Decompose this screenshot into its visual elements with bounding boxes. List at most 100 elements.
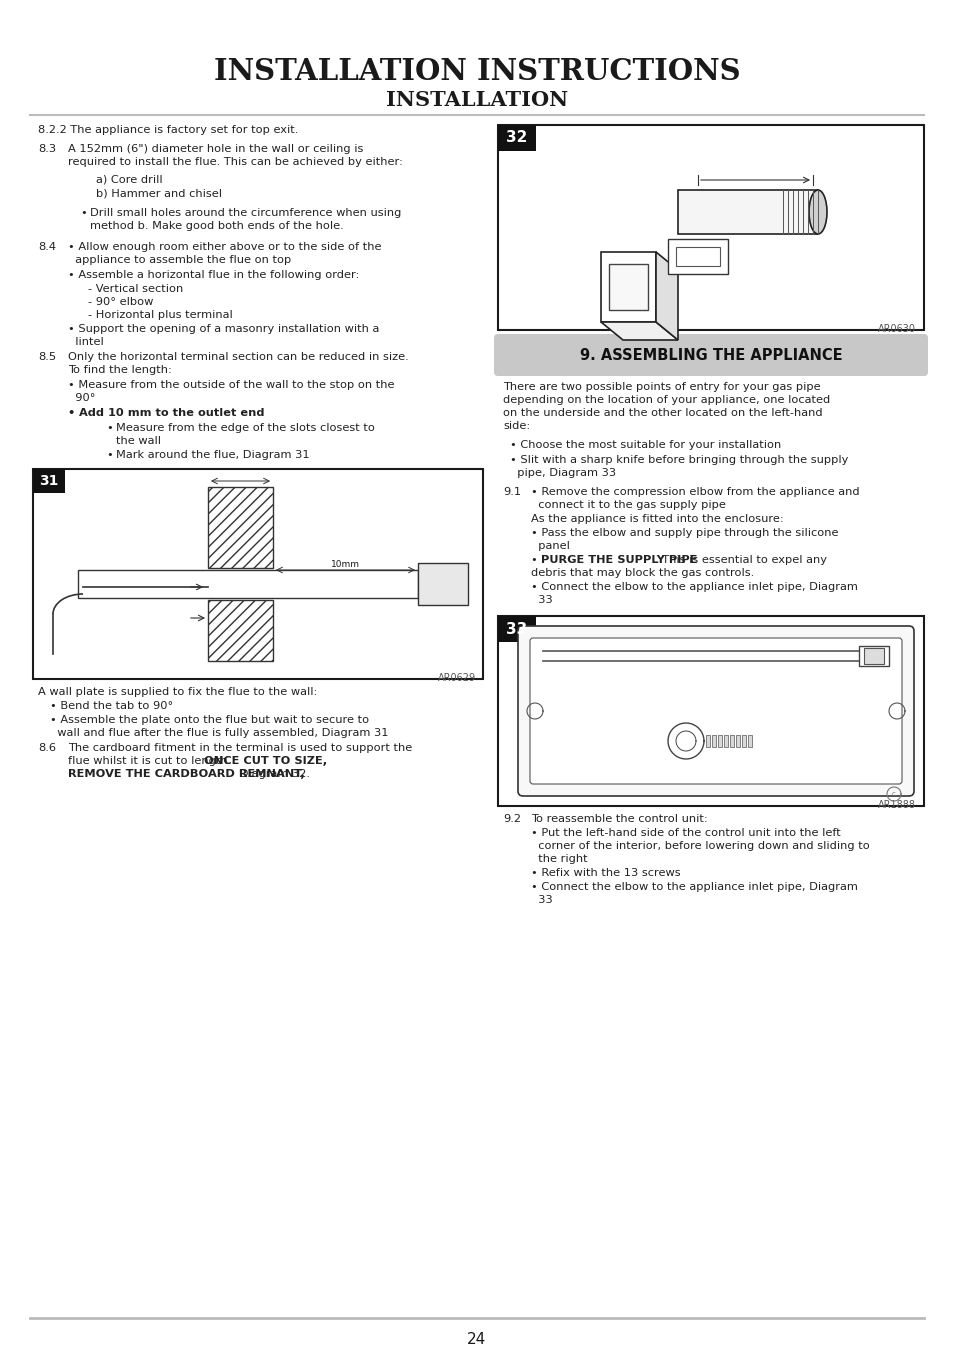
Text: 33: 33 [531, 595, 552, 605]
Text: lintel: lintel [68, 338, 104, 347]
Text: • Assemble a horizontal flue in the following order:: • Assemble a horizontal flue in the foll… [68, 270, 359, 279]
Text: 8.2.2 The appliance is factory set for top exit.: 8.2.2 The appliance is factory set for t… [38, 126, 298, 135]
Text: Diagram 32.: Diagram 32. [235, 769, 310, 779]
Bar [497, 126, 536, 151]
Text: • Assemble the plate onto the flue but wait to secure to: • Assemble the plate onto the flue but w… [50, 716, 369, 725]
Bar [711, 734, 716, 747]
Text: • Pass the elbow and supply pipe through the silicone: • Pass the elbow and supply pipe through… [531, 528, 838, 539]
Text: 8.6: 8.6 [38, 743, 56, 753]
Bar [208, 487, 273, 568]
Text: required to install the flue. This can be achieved by either:: required to install the flue. This can b… [68, 157, 402, 167]
Text: •: • [106, 423, 112, 433]
Text: 90°: 90° [68, 393, 95, 404]
Text: - 90° elbow: - 90° elbow [88, 297, 153, 306]
Text: • Put the left-hand side of the control unit into the left: • Put the left-hand side of the control … [531, 828, 840, 838]
Bar [863, 648, 883, 664]
Bar [78, 570, 417, 598]
Text: the right: the right [531, 855, 587, 864]
Text: - Vertical section: - Vertical section [88, 284, 183, 294]
Ellipse shape [808, 190, 826, 234]
Polygon shape [600, 323, 678, 340]
Bar [729, 734, 733, 747]
FancyBboxPatch shape [494, 333, 927, 377]
Text: flue whilst it is cut to length.: flue whilst it is cut to length. [68, 756, 234, 765]
Polygon shape [656, 252, 678, 340]
Text: depending on the location of your appliance, one located: depending on the location of your applia… [502, 396, 829, 405]
Bar [667, 239, 727, 274]
Text: INSTALLATION INSTRUCTIONS: INSTALLATION INSTRUCTIONS [213, 58, 740, 86]
Text: INSTALLATION: INSTALLATION [385, 90, 568, 109]
Text: 9.2: 9.2 [502, 814, 520, 824]
Text: 31: 31 [39, 474, 59, 487]
Text: • Connect the elbow to the appliance inlet pipe, Diagram: • Connect the elbow to the appliance inl… [531, 582, 857, 593]
Text: To find the length:: To find the length: [68, 364, 172, 375]
Text: 9.1: 9.1 [502, 487, 520, 497]
Text: debris that may block the gas controls.: debris that may block the gas controls. [531, 568, 754, 578]
Bar [600, 252, 656, 323]
Bar [741, 734, 745, 747]
Bar [676, 247, 720, 266]
FancyBboxPatch shape [517, 626, 913, 796]
Text: • Allow enough room either above or to the side of the: • Allow enough room either above or to t… [68, 242, 381, 252]
Text: As the appliance is fitted into the enclosure:: As the appliance is fitted into the encl… [531, 514, 783, 524]
Text: •: • [531, 555, 540, 566]
Text: 33: 33 [531, 895, 552, 905]
Text: • Remove the compression elbow from the appliance and: • Remove the compression elbow from the … [531, 487, 859, 497]
Bar [608, 265, 647, 310]
Bar [718, 734, 721, 747]
Text: 8.5: 8.5 [38, 352, 56, 362]
Text: A 152mm (6") diameter hole in the wall or ceiling is: A 152mm (6") diameter hole in the wall o… [68, 144, 363, 154]
Bar [735, 734, 740, 747]
Text: 10mm: 10mm [330, 560, 359, 568]
Text: Add 10 mm to the outlet end: Add 10 mm to the outlet end [79, 408, 264, 418]
Text: AR0630: AR0630 [877, 324, 915, 333]
Bar [858, 647, 888, 666]
Text: • Measure from the outside of the wall to the stop on the: • Measure from the outside of the wall t… [68, 379, 395, 390]
Text: a) Core drill: a) Core drill [96, 174, 162, 184]
Text: • Refix with the 13 screws: • Refix with the 13 screws [531, 868, 679, 878]
Text: 9. ASSEMBLING THE APPLIANCE: 9. ASSEMBLING THE APPLIANCE [579, 347, 841, 363]
Text: REMOVE THE CARDBOARD REMNANT,: REMOVE THE CARDBOARD REMNANT, [68, 769, 305, 779]
Text: PURGE THE SUPPLY PIPE: PURGE THE SUPPLY PIPE [540, 555, 697, 566]
Text: appliance to assemble the flue on top: appliance to assemble the flue on top [68, 255, 291, 265]
Text: Drill small holes around the circumference when using: Drill small holes around the circumferen… [90, 208, 401, 217]
Bar [497, 616, 536, 643]
Text: • Support the opening of a masonry installation with a: • Support the opening of a masonry insta… [68, 324, 379, 333]
Text: 8.3: 8.3 [38, 144, 56, 154]
Text: A wall plate is supplied to fix the flue to the wall:: A wall plate is supplied to fix the flue… [38, 687, 317, 697]
Text: 33: 33 [506, 621, 527, 636]
Text: There are two possible points of entry for your gas pipe: There are two possible points of entry f… [502, 382, 820, 391]
Text: - Horizontal plus terminal: - Horizontal plus terminal [88, 310, 233, 320]
Bar [33, 468, 482, 679]
Bar [705, 734, 709, 747]
Text: •: • [80, 208, 87, 217]
Text: • Choose the most suitable for your installation: • Choose the most suitable for your inst… [510, 440, 781, 450]
Bar [417, 563, 468, 605]
Text: Mark around the flue, Diagram 31: Mark around the flue, Diagram 31 [116, 450, 310, 460]
Text: AR1888: AR1888 [877, 801, 915, 810]
Text: Measure from the edge of the slots closest to: Measure from the edge of the slots close… [116, 423, 375, 433]
Bar [747, 734, 751, 747]
Text: connect it to the gas supply pipe: connect it to the gas supply pipe [531, 500, 725, 510]
Text: AR0629: AR0629 [437, 674, 476, 683]
Text: The cardboard fitment in the terminal is used to support the: The cardboard fitment in the terminal is… [68, 743, 412, 753]
Bar [723, 734, 727, 747]
Bar [497, 616, 923, 806]
Text: 8.4: 8.4 [38, 242, 56, 252]
Text: •: • [68, 408, 79, 418]
Text: Only the horizontal terminal section can be reduced in size.: Only the horizontal terminal section can… [68, 352, 408, 362]
Text: 32: 32 [506, 131, 527, 146]
Text: • Slit with a sharp knife before bringing through the supply: • Slit with a sharp knife before bringin… [510, 455, 847, 464]
Text: pipe, Diagram 33: pipe, Diagram 33 [510, 468, 616, 478]
Text: ONCE CUT TO SIZE,: ONCE CUT TO SIZE, [68, 756, 327, 765]
Bar [33, 468, 65, 493]
Text: c: c [891, 791, 895, 796]
Text: panel: panel [531, 541, 569, 551]
FancyBboxPatch shape [530, 639, 901, 784]
Text: •: • [106, 450, 112, 460]
Text: To reassemble the control unit:: To reassemble the control unit: [531, 814, 707, 824]
Text: corner of the interior, before lowering down and sliding to: corner of the interior, before lowering … [531, 841, 869, 850]
Text: the wall: the wall [116, 436, 161, 446]
Bar [208, 599, 273, 662]
Bar [678, 190, 817, 234]
